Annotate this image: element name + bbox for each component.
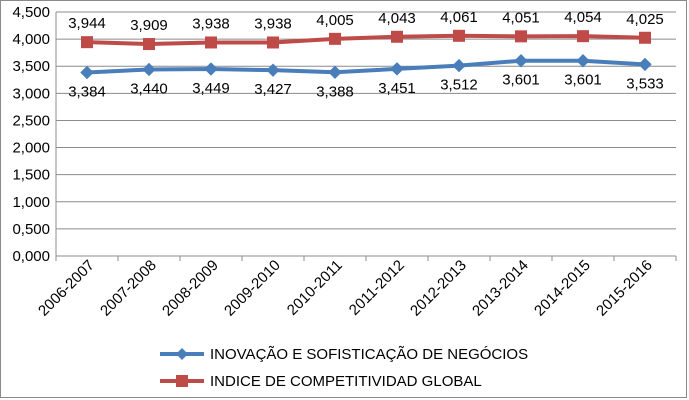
data-label: 3,427	[254, 81, 292, 98]
data-label: 3,944	[68, 15, 106, 32]
data-point-marker	[328, 65, 342, 80]
y-tick-label: 1,000	[12, 194, 50, 211]
x-tick-label: 2006-2007	[35, 257, 98, 320]
data-label: 3,533	[626, 75, 664, 92]
y-tick-label: 4,500	[12, 4, 50, 21]
y-tick-label: 3,000	[12, 85, 50, 102]
legend: INOVAÇÃO E SOFISTICAÇÃO DE NEGÓCIOS INDIC…	[160, 346, 528, 390]
legend-label: INOVAÇÃO E SOFISTICAÇÃO DE NEGÓCIOS	[210, 346, 528, 363]
series-line	[85, 33, 647, 47]
x-tick-label: 2013-2014	[469, 257, 532, 320]
data-label: 4,054	[564, 9, 602, 26]
series-2: 3,944 3,909 3,938 3,938 4,005 4,043 4,061 4,051…	[68, 9, 664, 51]
data-point-marker	[390, 62, 404, 76]
data-label: 3,440	[130, 80, 168, 97]
y-tick-label: 2,500	[12, 112, 50, 129]
data-label: 3,451	[378, 80, 416, 97]
x-tick-label: 2014-2015	[531, 257, 594, 320]
x-tick-label: 2011-2012	[346, 257, 408, 319]
data-point-marker	[204, 62, 218, 76]
series-line	[85, 58, 647, 75]
y-tick-label: 1,500	[12, 167, 50, 184]
x-tick-label: 2010-2011	[284, 257, 346, 319]
y-tick-label: 0,500	[12, 221, 50, 238]
data-point-marker	[80, 65, 94, 80]
data-label: 4,005	[316, 12, 354, 29]
data-label: 3,909	[130, 17, 168, 34]
x-tick-label: 2007-2008	[97, 257, 160, 320]
data-point-marker	[638, 57, 652, 72]
data-point-marker	[266, 63, 280, 77]
x-tick-label: 2012-2013	[407, 257, 470, 320]
legend-item: INDICE DE COMPETITIVIDAD GLOBAL	[160, 373, 482, 390]
legend-label: INDICE DE COMPETITIVIDAD GLOBAL	[210, 373, 482, 390]
data-point-marker	[391, 30, 403, 43]
data-label: 4,051	[502, 9, 540, 26]
data-point-marker	[576, 54, 590, 68]
data-label: 3,938	[192, 15, 230, 32]
x-axis-tick-labels: 2006-2007 2007-2008 2008-2009 2009-2010 2010…	[35, 257, 656, 320]
y-tick-label: 4,000	[12, 31, 50, 48]
data-label: 3,384	[68, 84, 106, 101]
x-tick-label: 2009-2010	[221, 257, 284, 320]
data-label: 3,388	[316, 83, 354, 100]
legend-swatch-marker	[176, 375, 188, 387]
data-point-marker	[452, 58, 466, 73]
data-point-marker	[329, 32, 341, 45]
data-point-marker	[205, 36, 217, 49]
gridlines	[56, 11, 676, 230]
y-axis-tick-labels: 0,000 0,500 1,000 1,500 2,000 2,500 3,000 3,500…	[12, 4, 50, 265]
data-label: 3,601	[564, 72, 602, 89]
x-axis-ticks	[55, 256, 677, 261]
data-point-marker	[453, 29, 465, 42]
data-point-marker	[514, 54, 528, 68]
legend-swatch-marker	[176, 348, 188, 360]
y-tick-label: 3,500	[12, 58, 50, 75]
data-label: 3,449	[192, 80, 230, 97]
data-label: 3,512	[440, 77, 478, 94]
x-tick-label: 2015-2016	[593, 257, 656, 320]
data-point-marker	[639, 31, 651, 44]
data-point-marker	[81, 36, 93, 49]
legend-item: INOVAÇÃO E SOFISTICAÇÃO DE NEGÓCIOS	[160, 346, 528, 363]
data-point-marker	[515, 30, 527, 43]
data-label: 4,043	[378, 10, 416, 27]
data-point-marker	[577, 30, 589, 43]
y-tick-label: 2,000	[12, 140, 50, 157]
y-tick-label: 0,000	[12, 248, 50, 265]
data-label: 4,025	[626, 11, 664, 28]
data-point-marker	[267, 36, 279, 49]
data-label: 3,601	[502, 72, 540, 89]
series-1: 3,384 3,440 3,449 3,427 3,388 3,451 3,512 3,601…	[68, 54, 664, 101]
data-point-marker	[142, 62, 156, 77]
data-label: 4,061	[440, 9, 478, 26]
x-tick-label: 2008-2009	[159, 257, 222, 320]
data-point-marker	[143, 38, 155, 51]
data-label: 3,938	[254, 15, 292, 32]
